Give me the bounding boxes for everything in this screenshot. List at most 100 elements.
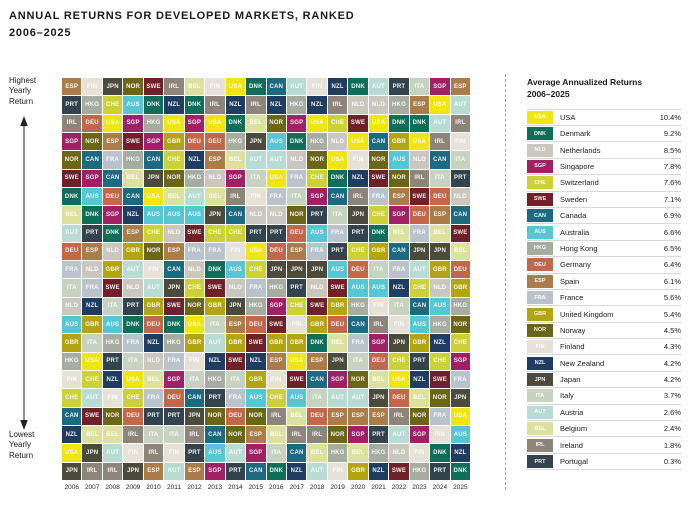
grid-cell-2019-BEL: BEL — [327, 334, 348, 352]
grid-cell-2018-FRA: FRA — [307, 242, 327, 261]
grid-cell-2015-FRA: FRA — [246, 279, 266, 297]
grid-cell-2010-NLD: NLD — [143, 352, 164, 370]
grid-cell-2012-USA: USA — [184, 316, 205, 334]
year-column-2022: PRT HKG DNK GBR AUS NOR ESP SGP BEL CAN FRA NZL ITA F… — [389, 78, 409, 480]
grid-cell-2010-SGP: SGP — [143, 132, 164, 151]
grid-cell-2017-JPN: JPN — [286, 261, 307, 279]
grid-cell-2020-PRT: PRT — [348, 224, 368, 242]
grid-cell-2007-FRA: FRA — [82, 279, 102, 297]
grid-cell-2015-NZL: NZL — [246, 352, 266, 370]
grid-cell-2013-NOR: NOR — [205, 407, 225, 425]
grid-cell-2019-ITA: ITA — [327, 206, 348, 224]
legend-avg-return: 7.1% — [663, 194, 681, 204]
grid-cell-2008-FIN: FIN — [102, 389, 123, 407]
grid-cell-2019-USA: USA — [327, 151, 348, 169]
x-axis-year-labels: 2006 2007 2008 2009 2010 2011 2012 2013 2014 2015… — [62, 484, 470, 491]
grid-cell-2007-IRL: IRL — [82, 462, 102, 480]
grid-cell-2016-FRA: FRA — [266, 187, 286, 206]
legend-avg-return: 9.2% — [663, 129, 681, 139]
grid-cell-2007-GBR: GBR — [82, 316, 102, 334]
grid-cell-2013-USA: USA — [205, 114, 225, 132]
grid-cell-2019-DNK: DNK — [327, 169, 348, 187]
grid-cell-2020-SGP: SGP — [348, 425, 368, 444]
grid-cell-2020-CAN: CAN — [348, 316, 368, 334]
legend-chip-SWE: SWE — [527, 192, 553, 206]
legend-row-NZL: NZL New Zealand 4.2% — [527, 355, 681, 372]
grid-cell-2012-HKG: HKG — [184, 169, 205, 187]
grid-cell-2007-PRT: PRT — [82, 224, 102, 242]
grid-cell-2011-NZL: NZL — [164, 96, 184, 114]
grid-cell-2011-FIN: FIN — [164, 444, 184, 462]
grid-cell-2006-FRA: FRA — [62, 261, 82, 279]
grid-cell-2021-NZL: NZL — [368, 462, 389, 480]
grid-cell-2012-BEL: BEL — [184, 78, 205, 96]
grid-cell-2018-USA: USA — [307, 114, 327, 132]
legend-row-AUS: AUS Australia 6.6% — [527, 224, 681, 241]
grid-cell-2019-HKG: HKG — [327, 444, 348, 462]
grid-cell-2012-NZL: NZL — [184, 151, 205, 169]
grid-cell-2009-SWE: SWE — [123, 132, 143, 151]
grid-cell-2019-AUT: AUT — [327, 389, 348, 407]
legend-row-IRL: IRL Ireland 1.8% — [527, 437, 681, 454]
grid-cell-2022-CHE: CHE — [389, 352, 409, 370]
legend-chip-PRT: PRT — [527, 455, 553, 469]
year-column-2017: AUT HKG SGP DNK NLD FRA ITA NOR DEU ESP JPN PRT CHE F… — [286, 78, 307, 480]
grid-cell-2024-BEL: BEL — [430, 224, 450, 242]
grid-cell-2020-CHE: CHE — [348, 242, 368, 261]
grid-cell-2024-ESP: ESP — [430, 206, 450, 224]
grid-cell-2009-FRA: FRA — [123, 334, 143, 352]
legend-row-NOR: NOR Norway 4.5% — [527, 323, 681, 340]
grid-cell-2018-CAN: CAN — [307, 371, 327, 389]
grid-cell-2015-CAN: CAN — [246, 462, 266, 480]
grid-cell-2014-FIN: FIN — [225, 242, 246, 261]
grid-cell-2011-GBR: GBR — [164, 132, 184, 151]
grid-cell-2022-AUS: AUS — [389, 151, 409, 169]
legend-avg-return: 3.7% — [663, 391, 681, 401]
grid-cell-2006-AUS: AUS — [62, 316, 82, 334]
grid-cell-2008-ITA: ITA — [102, 297, 123, 316]
legend-row-SWE: SWE Sweden 7.1% — [527, 192, 681, 208]
grid-cell-2008-NZL: NZL — [102, 371, 123, 389]
grid-cell-2012-AUS: AUS — [184, 206, 205, 224]
legend-country-name: Singapore — [560, 161, 595, 171]
legend-country-name: Hong Kong — [560, 243, 598, 253]
grid-cell-2017-BEL: BEL — [286, 407, 307, 425]
grid-cell-2015-USA: USA — [246, 242, 266, 261]
grid-cell-2015-DEU: DEU — [246, 316, 266, 334]
year-label-2019: 2019 — [330, 484, 345, 491]
grid-cell-2011-DEU: DEU — [164, 389, 184, 407]
grid-cell-2022-FRA: FRA — [389, 261, 409, 279]
grid-cell-2011-IRL: IRL — [164, 78, 184, 96]
grid-cell-2012-IRL: IRL — [184, 425, 205, 444]
grid-cell-2009-CHE: CHE — [123, 389, 143, 407]
year-label-2006: 2006 — [64, 484, 79, 491]
grid-cell-2019-GBR: GBR — [327, 297, 348, 316]
legend-avg-return: 4.5% — [663, 325, 681, 335]
grid-cell-2009-SGP: SGP — [123, 114, 143, 132]
year-label-2025: 2025 — [453, 484, 468, 491]
grid-cell-2007-CHE: CHE — [82, 371, 102, 389]
grid-cell-2020-ITA: ITA — [348, 352, 368, 370]
legend-row-FRA: FRA France 5.6% — [527, 290, 681, 307]
grid-cell-2022-NLD: NLD — [389, 444, 409, 462]
panel-divider — [505, 74, 506, 490]
legend-chip-SGP: SGP — [527, 159, 553, 173]
legend-country-name: Ireland — [560, 440, 583, 450]
year-label-2018: 2018 — [309, 484, 325, 491]
year-label-2021: 2021 — [371, 484, 386, 491]
grid-cell-2024-NOR: NOR — [430, 389, 450, 407]
year-column-2007: FIN HKG DEU NOR CAN SGP AUS DNK PRT ESP NLD FRA NZL G… — [82, 78, 102, 480]
year-label-2020: 2020 — [350, 484, 366, 491]
grid-cell-2006-BEL: BEL — [62, 206, 82, 224]
grid-cell-2010-BEL: BEL — [143, 371, 164, 389]
grid-cell-2007-SGP: SGP — [82, 169, 102, 187]
grid-cell-2023-IRL: IRL — [409, 169, 430, 187]
grid-cell-2014-BEL: BEL — [225, 151, 246, 169]
year-column-2018: FIN NZL USA HKG NOR CHE SGP PRT AUS FRA JPN NLD SWE G… — [307, 78, 327, 480]
grid-cell-2021-BEL: BEL — [368, 371, 389, 389]
grid-cell-2022-IRL: IRL — [389, 407, 409, 425]
grid-cell-2023-JPN: JPN — [409, 242, 430, 261]
grid-cell-2025-IRL: IRL — [450, 114, 471, 132]
grid-cell-2010-DEU: DEU — [143, 316, 164, 334]
grid-cell-2009-AUS: AUS — [123, 96, 143, 114]
